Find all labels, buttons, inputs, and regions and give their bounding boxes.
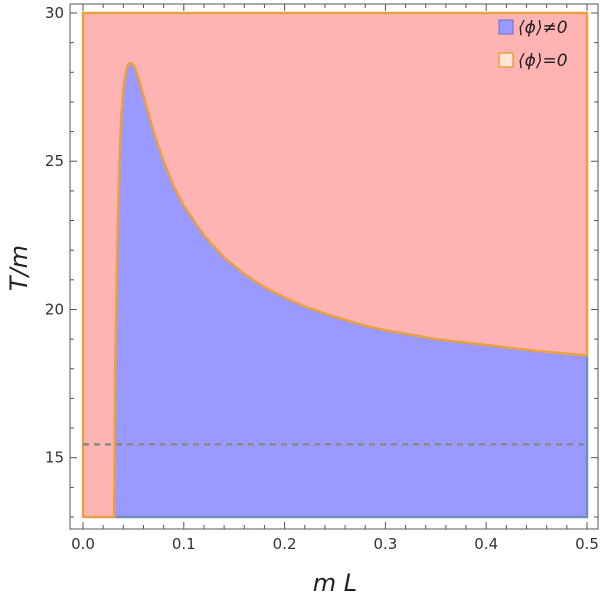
axes: 0.0 0.1 0.2 0.3 0.4 0.5 15 20 25 30 [45,3,599,553]
plot-frame [69,3,599,530]
x-tick-label: 0.1 [172,535,196,553]
x-tick-label: 0.4 [474,535,498,553]
legend-swatch-symmetric [498,52,514,68]
y-tick-label: 25 [45,152,64,170]
plot-area [81,11,589,519]
y-axis-label: T/m [5,245,33,291]
y-tick-label: 30 [45,4,64,22]
legend: ⟨ϕ⟩≠0 ⟨ϕ⟩=0 [498,18,568,71]
x-tick-label: 0.5 [575,535,599,553]
y-tick-label: 15 [45,449,64,467]
x-tick-label: 0.0 [71,535,95,553]
x-tick-label: 0.2 [273,535,297,553]
legend-entry-broken: ⟨ϕ⟩≠0 [518,18,568,38]
legend-swatch-broken [498,19,514,35]
y-tick-label: 20 [45,300,64,318]
broken-region-edge [114,355,589,519]
legend-entry-symmetric: ⟨ϕ⟩=0 [518,51,568,71]
x-axis-label: m L [313,569,357,597]
x-tick-label: 0.3 [373,535,397,553]
phase-boundary-line [81,11,589,519]
region-broken [114,63,588,518]
